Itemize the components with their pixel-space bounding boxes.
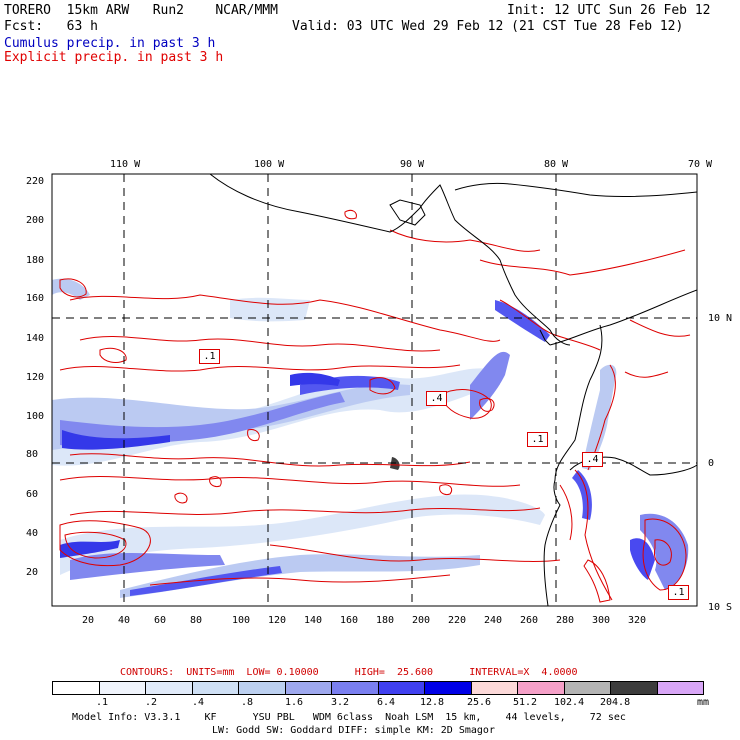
cumulus-shading bbox=[52, 278, 689, 598]
colorbar-label: 25.6 bbox=[467, 697, 492, 708]
y-tick-label: 180 bbox=[26, 255, 45, 266]
colorbar-swatch bbox=[285, 682, 332, 694]
colorbar bbox=[52, 681, 704, 695]
y-tick-label: 160 bbox=[26, 293, 45, 304]
colorbar-label: 12.8 bbox=[420, 697, 445, 708]
valid-time: Valid: 03 UTC Wed 29 Feb 12 (21 CST Tue … bbox=[292, 19, 684, 34]
colorbar-swatch bbox=[378, 682, 425, 694]
y-tick-label: 120 bbox=[26, 372, 45, 383]
y-tick-label: 20 bbox=[26, 567, 39, 578]
y-tick-label: 220 bbox=[26, 176, 45, 187]
colorbar-swatch bbox=[471, 682, 518, 694]
y-tick-label: 60 bbox=[26, 489, 39, 500]
y-tick-label: 200 bbox=[26, 215, 45, 226]
colorbar-label: .2 bbox=[145, 697, 158, 708]
model-title: TORERO 15km ARW Run2 NCAR/MMM bbox=[4, 3, 278, 18]
colorbar-label: 204.8 bbox=[600, 697, 631, 708]
colorbar-swatch bbox=[518, 682, 565, 694]
colorbar-swatch bbox=[657, 682, 703, 694]
colorbar-label: 102.4 bbox=[554, 697, 585, 708]
colorbar-swatch bbox=[332, 682, 379, 694]
x-tick-label: 80 bbox=[190, 615, 203, 626]
lon-label: 80 W bbox=[544, 159, 569, 170]
contour-label: .1 bbox=[668, 585, 689, 600]
cumulus-legend: Cumulus precip. in past 3 h bbox=[4, 36, 216, 51]
y-tick-label: 40 bbox=[26, 528, 39, 539]
explicit-contours bbox=[59, 209, 691, 603]
forecast-hour: Fcst: 63 h bbox=[4, 19, 98, 34]
contour-label: .1 bbox=[199, 349, 220, 364]
y-tick-label: 80 bbox=[26, 449, 39, 460]
map-frame bbox=[51, 173, 698, 607]
lon-label: 100 W bbox=[254, 159, 285, 170]
lat-label: 10 S bbox=[708, 602, 733, 613]
colorbar-swatch bbox=[53, 682, 100, 694]
x-tick-label: 320 bbox=[628, 615, 647, 626]
colorbar-swatch bbox=[192, 682, 239, 694]
model-physics: LW: Godd SW: Goddard DIFF: simple KM: 2D… bbox=[212, 725, 495, 736]
colorbar-label: .1 bbox=[96, 697, 109, 708]
explicit-legend: Explicit precip. in past 3 h bbox=[4, 50, 224, 65]
y-tick-label: 100 bbox=[26, 411, 45, 422]
colorbar-swatch bbox=[99, 682, 146, 694]
x-tick-label: 220 bbox=[448, 615, 467, 626]
x-tick-label: 180 bbox=[376, 615, 395, 626]
contour-label: .1 bbox=[527, 432, 548, 447]
x-tick-label: 200 bbox=[412, 615, 431, 626]
contour-label: .4 bbox=[582, 452, 603, 467]
y-tick-label: 140 bbox=[26, 333, 45, 344]
init-time: Init: 12 UTC Sun 26 Feb 12 bbox=[507, 3, 711, 18]
x-tick-label: 100 bbox=[232, 615, 251, 626]
lat-label: 0 bbox=[708, 458, 715, 469]
lon-label: 110 W bbox=[110, 159, 141, 170]
colorbar-label: .4 bbox=[192, 697, 205, 708]
colorbar-label: 1.6 bbox=[285, 697, 304, 708]
x-tick-label: 20 bbox=[82, 615, 95, 626]
colorbar-swatch bbox=[239, 682, 286, 694]
lon-label: 70 W bbox=[688, 159, 713, 170]
colorbar-swatch bbox=[146, 682, 193, 694]
x-tick-label: 260 bbox=[520, 615, 539, 626]
colorbar-label: 6.4 bbox=[377, 697, 396, 708]
colorbar-label: .8 bbox=[241, 697, 254, 708]
lon-label: 90 W bbox=[400, 159, 425, 170]
contour-label: .4 bbox=[426, 391, 447, 406]
x-tick-label: 160 bbox=[340, 615, 359, 626]
colorbar-label: 3.2 bbox=[331, 697, 350, 708]
model-info: Model Info: V3.3.1 KF YSU PBL WDM 6class… bbox=[72, 712, 626, 723]
x-tick-label: 140 bbox=[304, 615, 323, 626]
x-tick-label: 280 bbox=[556, 615, 575, 626]
x-tick-label: 40 bbox=[118, 615, 131, 626]
x-tick-label: 300 bbox=[592, 615, 611, 626]
colorbar-swatch bbox=[611, 682, 658, 694]
x-tick-label: 60 bbox=[154, 615, 167, 626]
lat-label: 10 N bbox=[708, 313, 733, 324]
x-tick-label: 120 bbox=[268, 615, 287, 626]
colorbar-label: 51.2 bbox=[513, 697, 538, 708]
colorbar-units: mm bbox=[697, 697, 710, 708]
x-tick-label: 240 bbox=[484, 615, 503, 626]
colorbar-swatch bbox=[564, 682, 611, 694]
contour-info: CONTOURS: UNITS=mm LOW= 0.10000 HIGH= 25… bbox=[120, 667, 578, 678]
colorbar-swatch bbox=[425, 682, 472, 694]
